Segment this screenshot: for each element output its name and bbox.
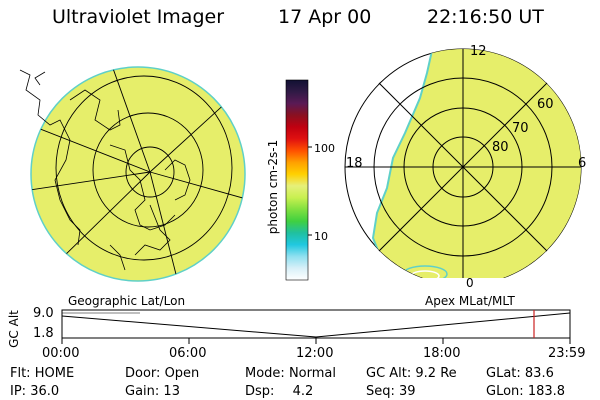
- geographic-caption: Geographic Lat/Lon: [68, 294, 186, 308]
- mlt-label-noon: 12: [470, 44, 487, 59]
- auroral-image-fill: [373, 49, 581, 278]
- status-flight: Flt: HOME: [10, 366, 75, 381]
- timeline-x-tick-2: 12:00: [296, 346, 334, 361]
- status-gain: Gain: 13: [125, 384, 180, 399]
- status-glat: GLat: 83.6: [486, 366, 554, 381]
- colorbar-tick-10: 10: [314, 230, 328, 243]
- timeline-y-min: 1.8: [33, 326, 54, 341]
- colorbar-tick-100: 100: [314, 142, 335, 155]
- status-mode: Mode: Normal: [245, 366, 336, 381]
- timeline-frame: [61, 309, 571, 339]
- status-door: Door: Open: [125, 366, 200, 381]
- timeline-y-label: GC Alt: [7, 310, 21, 348]
- status-seq: Seq: 39: [366, 384, 416, 399]
- status-gc-alt: GC Alt: 9.2 Re: [366, 366, 457, 381]
- mlt-label-dusk: 18: [346, 156, 363, 171]
- mlat-label-60: 60: [537, 97, 554, 112]
- altitude-curve: [61, 312, 571, 338]
- geographic-globe-image: [19, 66, 246, 282]
- colorbar-label: photon cm-2s-1: [266, 132, 280, 242]
- colorbar-label-text: photon cm-2s-1: [266, 139, 280, 235]
- status-glon: GLon: 183.8: [486, 384, 566, 399]
- colorbar: [285, 79, 312, 281]
- mlat-label-70: 70: [512, 121, 529, 136]
- time-label: 22:16:50 UT: [427, 6, 544, 28]
- altitude-timeline: [61, 309, 571, 344]
- timeline-x-tick-1: 06:00: [169, 346, 207, 361]
- status-ip: IP: 36.0: [10, 384, 60, 399]
- timeline-x-tick-0: 00:00: [42, 346, 80, 361]
- apex-caption: Apex MLat/MLT: [425, 294, 515, 308]
- timeline-x-tick-3: 18:00: [423, 346, 461, 361]
- timeline-x-tick-4: 23:59: [548, 346, 586, 361]
- coastline-outlines: [19, 69, 191, 271]
- status-dsp: Dsp: 4.2: [245, 384, 314, 399]
- timeline-y-max: 9.0: [33, 306, 54, 321]
- date-label: 17 Apr 00: [278, 6, 372, 28]
- colorbar-scale: [285, 79, 309, 281]
- mlt-label-dawn: 6: [578, 156, 587, 171]
- mlt-label-midnight: 0: [466, 276, 474, 290]
- polar-mlt-plot: [344, 48, 582, 278]
- mlat-label-80: 80: [492, 140, 509, 155]
- instrument-title: Ultraviolet Imager: [52, 6, 225, 28]
